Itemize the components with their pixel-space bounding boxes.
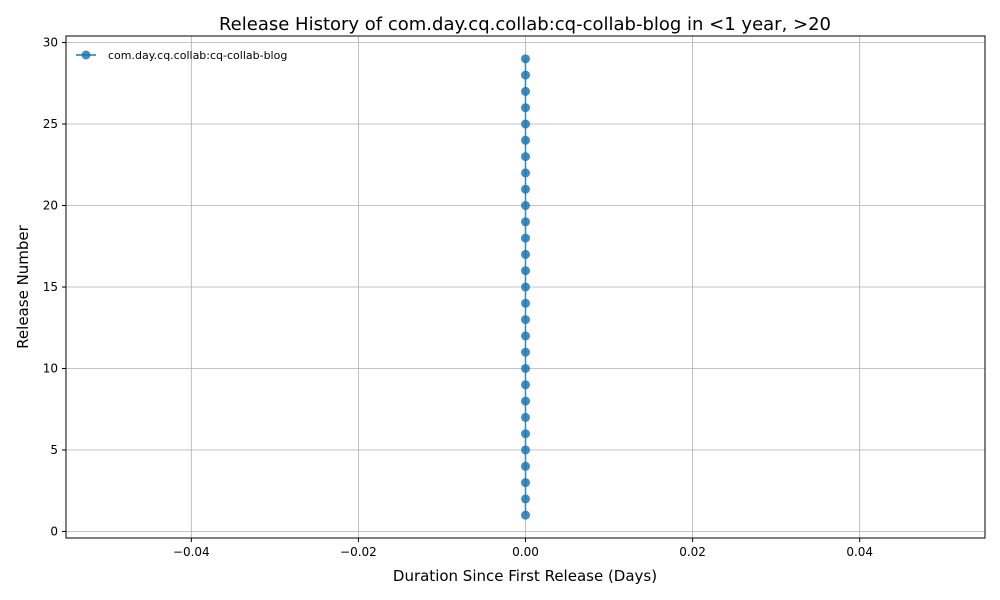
- data-point: [521, 249, 530, 259]
- data-point: [521, 119, 530, 129]
- data-point: [521, 217, 530, 227]
- data-point: [521, 347, 530, 357]
- data-point: [521, 70, 530, 80]
- data-point: [521, 461, 530, 471]
- data-point: [521, 429, 530, 439]
- data-point: [521, 298, 530, 308]
- y-tick-label: 5: [50, 443, 58, 457]
- data-point: [521, 412, 530, 422]
- y-tick-label: 15: [43, 280, 58, 294]
- x-axis-ticks: −0.04 −0.02 0.00 0.02 0.04: [173, 538, 873, 559]
- data-point: [521, 510, 530, 520]
- data-point: [521, 315, 530, 325]
- data-point: [521, 363, 530, 373]
- series-layer: [521, 54, 530, 520]
- y-tick-label: 10: [43, 361, 58, 375]
- data-point: [521, 282, 530, 292]
- x-tick-label: 0.04: [846, 545, 873, 559]
- data-point: [521, 266, 530, 276]
- y-tick-label: 30: [43, 36, 58, 50]
- data-point: [521, 184, 530, 194]
- legend-label: com.day.cq.collab:cq-collab-blog: [108, 49, 287, 62]
- y-axis-label: Release Number: [14, 224, 32, 348]
- legend: com.day.cq.collab:cq-collab-blog: [76, 49, 287, 62]
- x-tick-label: −0.02: [340, 545, 377, 559]
- y-tick-label: 20: [43, 199, 58, 213]
- data-point: [521, 86, 530, 96]
- y-tick-label: 0: [50, 524, 58, 538]
- x-tick-label: 0.02: [679, 545, 706, 559]
- data-point: [521, 445, 530, 455]
- y-axis-ticks: 0 5 10 15 20 25 30: [43, 36, 66, 538]
- data-point: [521, 103, 530, 113]
- chart-title: Release History of com.day.cq.collab:cq-…: [219, 14, 831, 35]
- data-point: [521, 396, 530, 406]
- data-point: [521, 380, 530, 390]
- x-tick-label: 0.00: [512, 545, 539, 559]
- data-point: [521, 152, 530, 162]
- x-tick-label: −0.04: [173, 545, 210, 559]
- data-point: [521, 331, 530, 341]
- data-point: [521, 233, 530, 243]
- data-point: [521, 478, 530, 488]
- legend-marker: [81, 50, 91, 60]
- data-point: [521, 54, 530, 64]
- x-axis-label: Duration Since First Release (Days): [393, 567, 657, 585]
- data-point: [521, 201, 530, 211]
- data-point: [521, 168, 530, 178]
- data-point: [521, 494, 530, 504]
- data-point: [521, 135, 530, 145]
- y-tick-label: 25: [43, 117, 58, 131]
